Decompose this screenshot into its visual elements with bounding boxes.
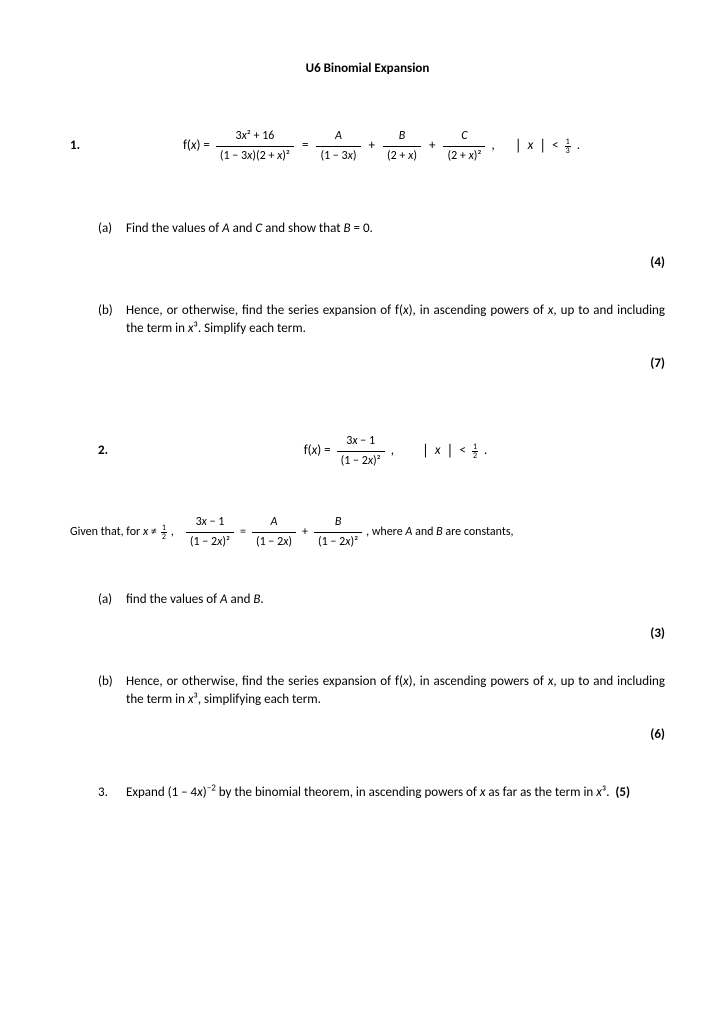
given-frac1: 3x − 1 (1 − 2x)² (186, 514, 234, 551)
frac-den: (2 + x)² (443, 146, 485, 165)
part-label: (a) (98, 220, 126, 238)
given-bound: 1 2 (161, 524, 167, 541)
abs-bar: | (539, 136, 546, 157)
q1-bound: 1 3 (565, 138, 571, 155)
frac-den: (1 − 2x)² (337, 451, 385, 470)
abs-bar: | (422, 441, 429, 462)
sfrac-num: 1 (161, 524, 167, 532)
question-3: 3. Expand (1 – 4x)–2 by the binomial the… (98, 784, 665, 802)
plus-sign: + (429, 137, 435, 155)
part-text: find the values of A and B. (126, 591, 665, 609)
comma: , (171, 524, 174, 541)
frac-num: B (395, 128, 410, 146)
abs-bar: | (515, 136, 522, 157)
sfrac-den: 2 (161, 532, 167, 541)
sfrac-den: 2 (472, 451, 478, 460)
q3-marks: (5) (615, 785, 630, 800)
comma: , (391, 442, 394, 460)
frac-den: (2 + x) (383, 146, 421, 165)
q2-equation: f(x) = 3x − 1 (1 − 2x)² , | x | < 1 2 . (126, 433, 665, 470)
frac-num: 3x − 1 (192, 514, 229, 532)
given-pre: Given that, for x ≠ (70, 524, 157, 541)
frac-den: (1 − 2x)² (186, 532, 234, 551)
abs-bar: | (447, 441, 454, 462)
q2-bound: 1 2 (472, 443, 478, 460)
part-label: (a) (98, 591, 126, 609)
period: . (484, 442, 487, 460)
q2-b-marks: (6) (70, 726, 665, 744)
question-1: 1. f(x) = 3x² + 16 (1 − 3x)(2 + x)² = A … (70, 128, 665, 165)
q1-part-a: (a) Find the values of A and C and show … (98, 220, 665, 238)
part-text: Hence, or otherwise, find the series exp… (126, 673, 665, 709)
q3-text: Expand (1 – 4x)–2 by the binomial theore… (126, 784, 665, 802)
sfrac-num: 1 (472, 443, 478, 451)
given-A-frac: A (1 − 2x) (252, 514, 296, 551)
q2-number: 2. (98, 442, 126, 460)
period: . (577, 137, 580, 155)
plus-sign: + (302, 524, 308, 541)
q1-main-frac: 3x² + 16 (1 − 3x)(2 + x)² (216, 128, 294, 165)
sfrac-den: 3 (565, 146, 571, 155)
q1-A-frac: A (1 − 3x) (316, 128, 360, 165)
fx-label: f(x) = (304, 442, 331, 460)
q2-main-frac: 3x − 1 (1 − 2x)² (337, 433, 385, 470)
given-B-frac: B (1 − 2x)² (314, 514, 362, 551)
q1-part-b: (b) Hence, or otherwise, find the series… (98, 302, 665, 338)
page-title: U6 Binomial Expansion (70, 60, 665, 78)
part-label: (b) (98, 302, 126, 338)
eq-sign: = (240, 524, 246, 541)
eq-sign: = (302, 137, 308, 155)
part-label: (b) (98, 673, 126, 709)
q1-B-frac: B (2 + x) (383, 128, 421, 165)
part-text: Find the values of A and C and show that… (126, 220, 665, 238)
q1-b-marks: (7) (70, 355, 665, 373)
frac-den: (1 − 3x)(2 + x)² (216, 146, 294, 165)
frac-num: 3x − 1 (342, 433, 379, 451)
part-text: Hence, or otherwise, find the series exp… (126, 302, 665, 338)
frac-num: C (457, 128, 471, 146)
frac-num: A (267, 514, 282, 532)
frac-num: B (331, 514, 346, 532)
lt-sign: < (459, 442, 465, 460)
q2-a-marks: (3) (70, 625, 665, 643)
q2-part-b: (b) Hence, or otherwise, find the series… (98, 673, 665, 709)
comma: , (491, 137, 494, 155)
q1-number: 1. (70, 137, 98, 155)
sfrac-num: 1 (565, 138, 571, 146)
frac-num: 3x² + 16 (231, 128, 278, 146)
plus-sign: + (369, 137, 375, 155)
frac-den: (1 − 2x) (252, 532, 296, 551)
q3-number: 3. (98, 784, 126, 802)
q1-C-frac: C (2 + x)² (443, 128, 485, 165)
abs-x: x (528, 137, 534, 155)
abs-x: x (435, 442, 441, 460)
frac-den: (1 − 3x) (316, 146, 360, 165)
frac-num: A (331, 128, 346, 146)
given-post: , where A and B are constants, (366, 524, 513, 541)
q1-equation: f(x) = 3x² + 16 (1 − 3x)(2 + x)² = A (1 … (98, 128, 665, 165)
question-2: 2. f(x) = 3x − 1 (1 − 2x)² , | x | < 1 2 . (98, 433, 665, 470)
lt-sign: < (552, 137, 558, 155)
frac-den: (1 − 2x)² (314, 532, 362, 551)
fx-label: f(x) = (183, 137, 210, 155)
q2-given: Given that, for x ≠ 1 2 , 3x − 1 (1 − 2x… (70, 514, 665, 551)
q2-part-a: (a) find the values of A and B. (98, 591, 665, 609)
q1-a-marks: (4) (70, 254, 665, 272)
